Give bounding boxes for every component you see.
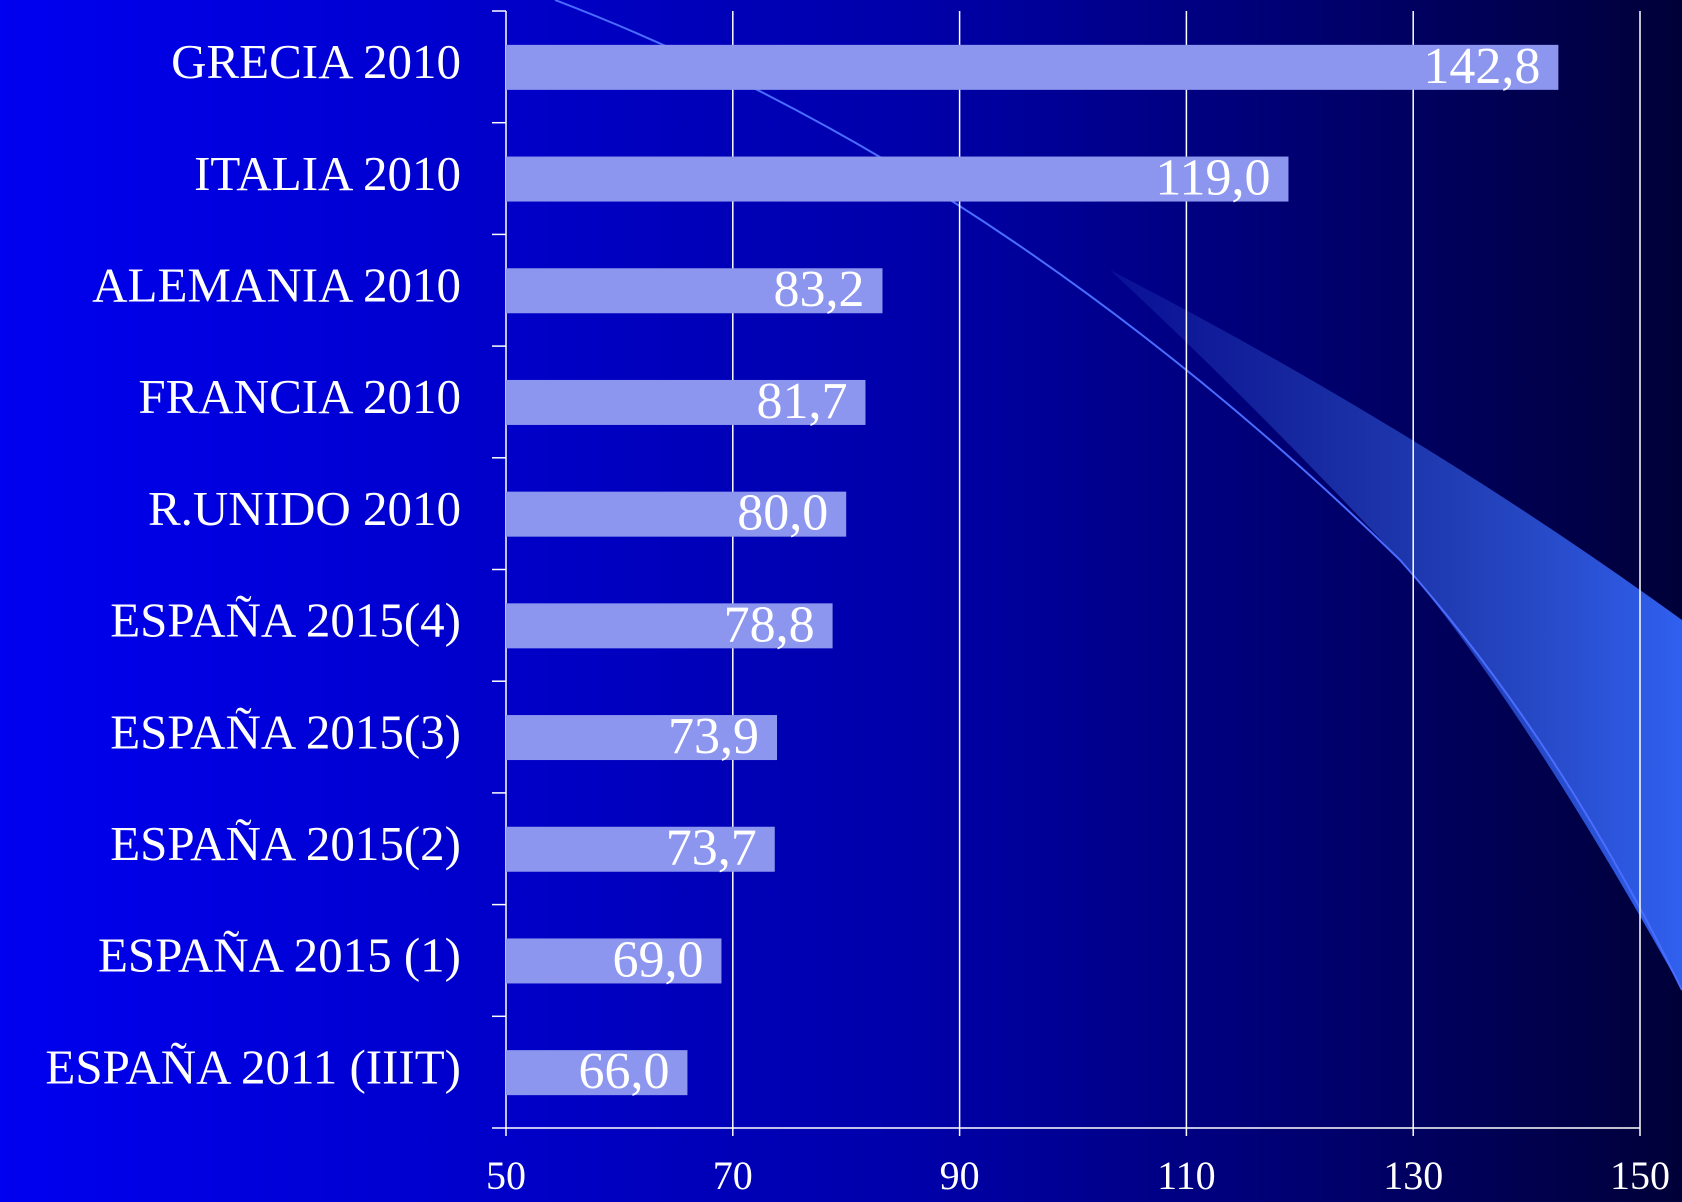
decor-swoosh xyxy=(1110,270,1682,990)
value-label: 73,9 xyxy=(668,708,759,765)
y-tick-label: ESPAÑA 2015(3) xyxy=(110,704,461,759)
value-label: 83,2 xyxy=(773,261,864,318)
x-tick-label: 90 xyxy=(940,1153,980,1198)
bar xyxy=(506,826,775,872)
y-tick-label: ESPAÑA 2015(4) xyxy=(110,593,461,648)
y-tick-label: ESPAÑA 2011 (IIIT) xyxy=(45,1039,461,1094)
y-tick-label: ALEMANIA 2010 xyxy=(92,258,461,313)
y-tick-label: ITALIA 2010 xyxy=(194,146,461,201)
value-label: 119,0 xyxy=(1155,149,1270,206)
bar xyxy=(506,268,883,314)
value-label: 81,7 xyxy=(756,373,847,430)
bar xyxy=(506,715,778,761)
bar xyxy=(506,156,1289,202)
y-tick-label: R.UNIDO 2010 xyxy=(148,481,461,536)
x-tick-label: 70 xyxy=(713,1153,753,1198)
value-label: 73,7 xyxy=(666,820,757,877)
value-label: 69,0 xyxy=(612,931,703,988)
bar xyxy=(506,491,847,537)
y-tick-label: ESPAÑA 2015 (1) xyxy=(98,928,461,983)
value-label: 80,0 xyxy=(737,485,828,542)
value-label: 142,8 xyxy=(1423,38,1540,95)
x-tick-label: 50 xyxy=(486,1153,526,1198)
bar xyxy=(506,379,866,425)
x-tick-label: 110 xyxy=(1157,1153,1216,1198)
y-tick-label: FRANCIA 2010 xyxy=(138,369,461,424)
value-label: 78,8 xyxy=(724,596,815,653)
y-tick-label: ESPAÑA 2015(2) xyxy=(110,816,461,871)
x-tick-label: 130 xyxy=(1383,1153,1443,1198)
value-label: 66,0 xyxy=(578,1043,669,1100)
x-tick-label: 150 xyxy=(1610,1153,1670,1198)
bar xyxy=(506,603,833,649)
bar xyxy=(506,44,1559,90)
bar xyxy=(506,1050,688,1096)
bar xyxy=(506,938,722,984)
y-tick-label: GRECIA 2010 xyxy=(171,34,461,89)
decor-curve xyxy=(554,0,1682,991)
